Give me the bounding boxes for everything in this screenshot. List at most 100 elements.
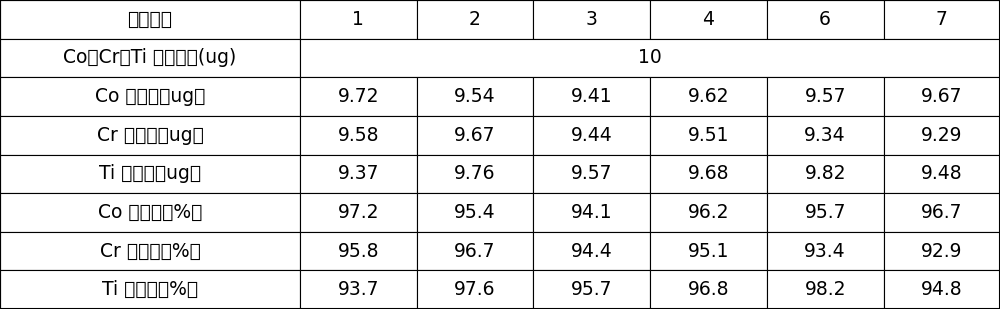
Bar bbox=[650, 116, 767, 154]
Text: Co，Cr、Ti 各加入量(ug): Co，Cr、Ti 各加入量(ug) bbox=[63, 49, 237, 67]
Bar bbox=[650, 77, 767, 116]
Text: 95.7: 95.7 bbox=[804, 203, 846, 222]
Bar bbox=[650, 193, 767, 232]
Text: 97.2: 97.2 bbox=[338, 203, 379, 222]
Text: Co 实测量（ug）: Co 实测量（ug） bbox=[95, 87, 205, 106]
Bar bbox=[650, 0, 767, 39]
Bar bbox=[884, 232, 1000, 270]
Bar bbox=[884, 0, 1000, 39]
Text: 9.48: 9.48 bbox=[921, 164, 963, 183]
Bar bbox=[417, 154, 533, 193]
Bar bbox=[0, 193, 300, 232]
Bar bbox=[0, 0, 300, 39]
Bar bbox=[650, 154, 767, 193]
Text: 96.7: 96.7 bbox=[454, 242, 496, 260]
Text: 9.57: 9.57 bbox=[571, 164, 612, 183]
Text: Ti 实测量（ug）: Ti 实测量（ug） bbox=[99, 164, 201, 183]
Bar bbox=[533, 193, 650, 232]
Bar bbox=[300, 77, 417, 116]
Text: 试验次数: 试验次数 bbox=[128, 10, 173, 29]
Bar bbox=[0, 77, 300, 116]
Bar bbox=[0, 116, 300, 154]
Bar bbox=[884, 77, 1000, 116]
Text: 94.1: 94.1 bbox=[571, 203, 613, 222]
Text: 96.7: 96.7 bbox=[921, 203, 963, 222]
Text: 96.8: 96.8 bbox=[688, 280, 729, 299]
Text: 9.76: 9.76 bbox=[454, 164, 496, 183]
Bar bbox=[650, 232, 767, 270]
Text: 9.44: 9.44 bbox=[571, 126, 613, 145]
Text: 94.8: 94.8 bbox=[921, 280, 963, 299]
Bar bbox=[417, 193, 533, 232]
Bar bbox=[300, 116, 417, 154]
Text: 10: 10 bbox=[638, 49, 662, 67]
Text: 9.29: 9.29 bbox=[921, 126, 963, 145]
Text: Co 回收率（%）: Co 回收率（%） bbox=[98, 203, 202, 222]
Bar bbox=[767, 77, 884, 116]
Text: 93.7: 93.7 bbox=[338, 280, 379, 299]
Bar bbox=[767, 154, 884, 193]
Text: 95.4: 95.4 bbox=[454, 203, 496, 222]
Bar bbox=[533, 154, 650, 193]
Text: 92.9: 92.9 bbox=[921, 242, 963, 260]
Bar bbox=[767, 0, 884, 39]
Bar bbox=[300, 270, 417, 309]
Text: 6: 6 bbox=[819, 10, 831, 29]
Bar bbox=[533, 0, 650, 39]
Bar bbox=[300, 232, 417, 270]
Bar bbox=[767, 116, 884, 154]
Bar bbox=[417, 232, 533, 270]
Text: 9.68: 9.68 bbox=[688, 164, 729, 183]
Bar bbox=[533, 77, 650, 116]
Bar bbox=[300, 0, 417, 39]
Text: 95.7: 95.7 bbox=[571, 280, 612, 299]
Text: 9.51: 9.51 bbox=[688, 126, 729, 145]
Text: Cr 实测量（ug）: Cr 实测量（ug） bbox=[97, 126, 203, 145]
Text: 9.62: 9.62 bbox=[688, 87, 729, 106]
Bar bbox=[767, 232, 884, 270]
Text: 1: 1 bbox=[352, 10, 364, 29]
Text: 9.57: 9.57 bbox=[804, 87, 846, 106]
Text: 2: 2 bbox=[469, 10, 481, 29]
Bar bbox=[0, 154, 300, 193]
Text: 9.54: 9.54 bbox=[454, 87, 496, 106]
Text: 93.4: 93.4 bbox=[804, 242, 846, 260]
Text: 9.58: 9.58 bbox=[338, 126, 379, 145]
Text: 97.6: 97.6 bbox=[454, 280, 496, 299]
Bar bbox=[767, 193, 884, 232]
Text: 4: 4 bbox=[702, 10, 714, 29]
Bar bbox=[0, 39, 300, 77]
Text: 98.2: 98.2 bbox=[804, 280, 846, 299]
Bar bbox=[0, 270, 300, 309]
Text: 9.34: 9.34 bbox=[804, 126, 846, 145]
Text: 9.82: 9.82 bbox=[804, 164, 846, 183]
Bar bbox=[533, 116, 650, 154]
Text: 7: 7 bbox=[936, 10, 948, 29]
Text: 3: 3 bbox=[586, 10, 598, 29]
Text: Cr 回收率（%）: Cr 回收率（%） bbox=[100, 242, 200, 260]
Text: Ti 回收率（%）: Ti 回收率（%） bbox=[102, 280, 198, 299]
Bar bbox=[533, 270, 650, 309]
Bar bbox=[884, 193, 1000, 232]
Text: 9.67: 9.67 bbox=[921, 87, 963, 106]
Text: 9.37: 9.37 bbox=[338, 164, 379, 183]
Text: 95.8: 95.8 bbox=[338, 242, 379, 260]
Bar bbox=[417, 270, 533, 309]
Bar bbox=[884, 116, 1000, 154]
Bar bbox=[650, 270, 767, 309]
Text: 9.72: 9.72 bbox=[338, 87, 379, 106]
Bar bbox=[767, 270, 884, 309]
Bar bbox=[417, 0, 533, 39]
Bar bbox=[417, 116, 533, 154]
Text: 96.2: 96.2 bbox=[688, 203, 729, 222]
Bar bbox=[884, 154, 1000, 193]
Bar bbox=[417, 77, 533, 116]
Text: 9.41: 9.41 bbox=[571, 87, 613, 106]
Bar bbox=[300, 193, 417, 232]
Bar bbox=[0, 232, 300, 270]
Bar bbox=[533, 232, 650, 270]
Text: 9.67: 9.67 bbox=[454, 126, 496, 145]
Text: 95.1: 95.1 bbox=[688, 242, 729, 260]
Bar bbox=[300, 154, 417, 193]
Text: 94.4: 94.4 bbox=[571, 242, 613, 260]
